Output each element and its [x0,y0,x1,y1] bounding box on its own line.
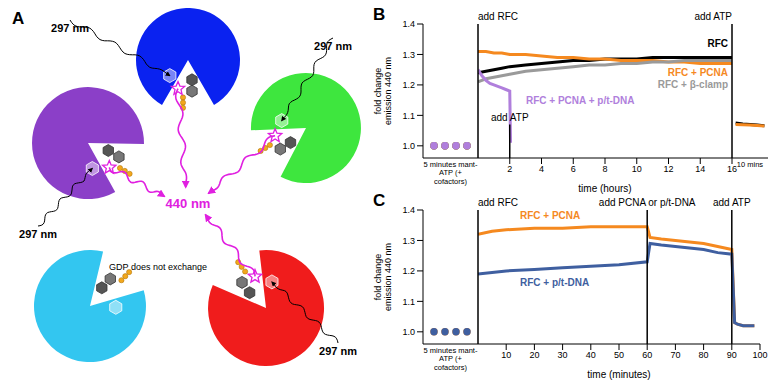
svg-text:20: 20 [529,350,539,360]
svg-text:14: 14 [695,164,705,174]
svg-text:50: 50 [614,350,624,360]
svg-text:30: 30 [558,350,568,360]
html-text:RFC + PCNA: RFC + PCNA [667,67,728,78]
svg-text:297 nm: 297 nm [319,345,357,357]
svg-text:2: 2 [507,164,512,174]
svg-text:1.4: 1.4 [402,205,415,215]
html-text:10 mins: 10 mins [736,160,764,169]
svg-text:6: 6 [571,164,576,174]
svg-text:A: A [12,9,24,28]
svg-text:time (minutes): time (minutes) [587,369,650,380]
svg-text:1.0: 1.0 [402,141,415,151]
svg-text:add RFC: add RFC [478,197,518,208]
html-text:B: B [373,5,386,24]
svg-text:16: 16 [727,164,737,174]
html-text:RFC + β-clamp: RFC + β-clamp [657,79,728,90]
svg-text:1.2: 1.2 [402,80,415,90]
svg-text:time (hours): time (hours) [578,183,631,194]
svg-text:1.4: 1.4 [402,19,415,29]
html-text:RFC + p/t-DNA: RFC + p/t-DNA [520,277,590,288]
svg-text:12: 12 [663,164,673,174]
svg-text:add RFC: add RFC [478,11,518,22]
svg-text:8: 8 [602,164,607,174]
html-text:RFC: RFC [707,38,728,49]
svg-text:90: 90 [727,350,737,360]
svg-text:add ATP: add ATP [713,197,751,208]
svg-text:add ATP: add ATP [694,11,732,22]
svg-text:297 nm: 297 nm [51,22,89,34]
svg-text:add PCNA or p/t-DNA: add PCNA or p/t-DNA [599,197,696,208]
svg-text:1.2: 1.2 [402,266,415,276]
svg-text:1.0: 1.0 [402,327,415,337]
svg-text:1.1: 1.1 [402,297,415,307]
svg-text:add ATP: add ATP [491,112,529,123]
html-text:RFC + PCNA + p/t-DNA: RFC + PCNA + p/t-DNA [526,95,635,106]
svg-text:fold changeemission 440 nm: fold changeemission 440 nm [373,57,393,125]
svg-text:297 nm: 297 nm [19,228,57,240]
svg-text:70: 70 [670,350,680,360]
svg-text:80: 80 [699,350,709,360]
svg-text:60: 60 [642,350,652,360]
svg-text:10: 10 [501,350,511,360]
svg-text:GDP does not exchange: GDP does not exchange [109,262,207,272]
svg-text:100: 100 [752,350,767,360]
html-text:5 minutes mant-ATP (+ cofactor: 5 minutes mant-ATP (+ cofactors) [423,346,478,372]
svg-text:297 nm: 297 nm [314,40,352,52]
html-text:RFC + PCNA: RFC + PCNA [520,210,581,221]
svg-text:1.3: 1.3 [402,50,415,60]
html-text:5 minutes mant-ATP (+ cofactor: 5 minutes mant-ATP (+ cofactors) [423,160,478,186]
svg-text:fold changeemission 440 nm: fold changeemission 440 nm [373,243,393,311]
svg-text:1.1: 1.1 [402,111,415,121]
html-text:C: C [373,191,386,210]
svg-text:1.3: 1.3 [402,236,415,246]
svg-text:4: 4 [539,164,544,174]
svg-text:440 nm: 440 nm [166,196,211,211]
svg-text:10: 10 [632,164,642,174]
svg-text:40: 40 [586,350,596,360]
